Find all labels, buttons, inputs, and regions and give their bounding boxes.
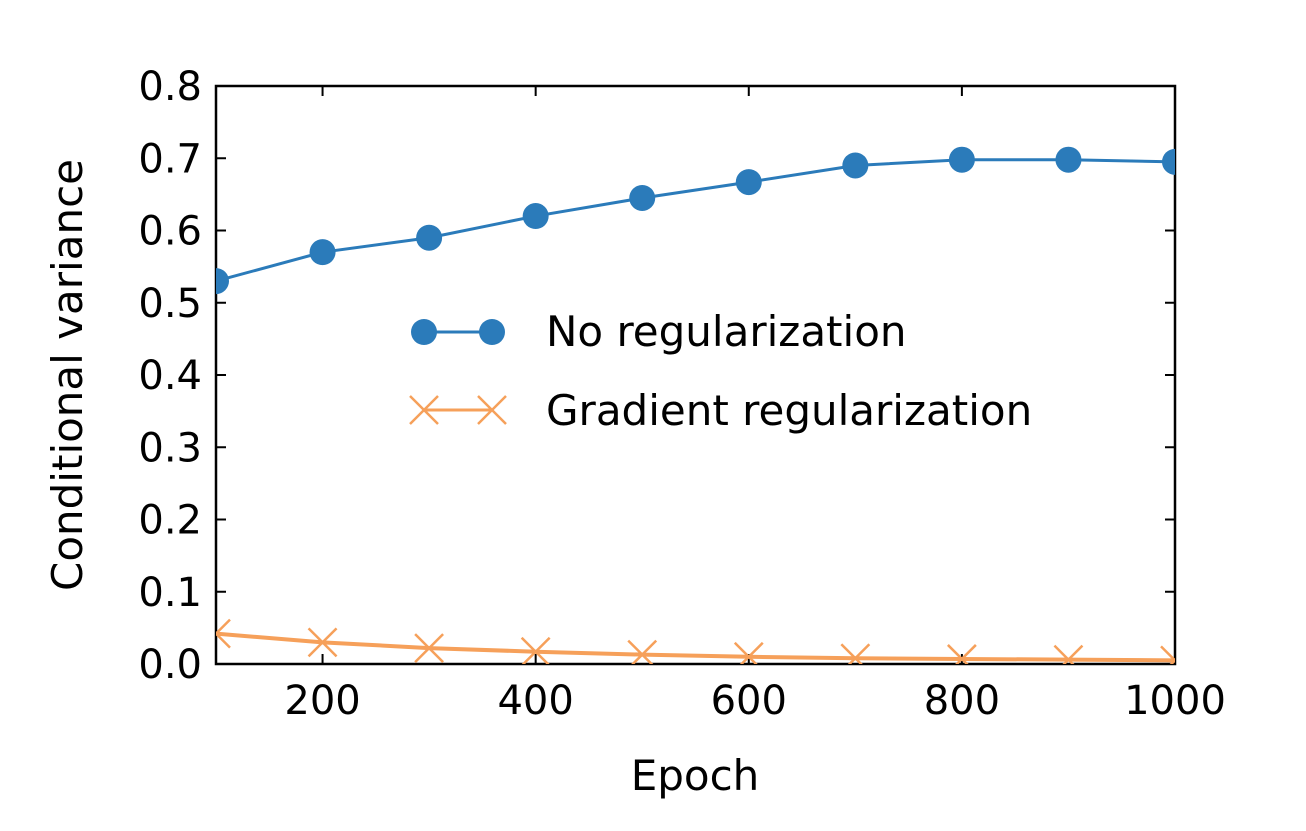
legend-label-no-regularization: No regularization <box>546 307 907 356</box>
plot-area <box>214 84 1177 666</box>
data-point <box>733 641 764 664</box>
legend-x-marker <box>409 395 439 425</box>
x-tick-label: 1000 <box>1124 678 1226 724</box>
data-point <box>1162 148 1175 175</box>
series-layer <box>216 146 1175 664</box>
legend-marker-no-regularization <box>411 319 437 345</box>
x-tick-label: 200 <box>284 678 360 724</box>
data-point <box>309 239 336 266</box>
legend-label-gradient-regularization: Gradient regularization <box>546 386 1032 435</box>
data-point <box>416 224 443 251</box>
y-axis-label: Conditional variance <box>43 159 92 591</box>
data-point <box>842 152 869 179</box>
data-point <box>627 639 658 664</box>
series-line <box>216 631 1175 663</box>
y-tick-label: 0.0 <box>138 642 202 688</box>
y-tick-label: 0.2 <box>138 498 202 544</box>
data-point <box>947 644 977 664</box>
legend-marker-no-regularization <box>479 319 505 345</box>
data-point <box>948 146 975 173</box>
x-axis-label: Epoch <box>631 751 760 800</box>
data-point <box>1055 146 1082 173</box>
y-tick-label: 0.3 <box>138 425 202 471</box>
series-line <box>216 158 1175 283</box>
data-point <box>1160 645 1175 664</box>
y-tick-label: 0.8 <box>138 64 202 110</box>
data-point <box>307 627 338 658</box>
y-tick-label: 0.1 <box>138 570 202 616</box>
legend-marker-gradient-regularization <box>409 395 439 425</box>
series-0 <box>216 146 1175 295</box>
axis-ticks: 0.0 0.1 0.2 0.3 0.4 0.5 0.6 0.7 0.8 200 400 600 800 1… <box>138 64 1226 724</box>
data-point <box>735 169 762 196</box>
legend: No regularization Gradient regularizatio… <box>409 307 1032 435</box>
y-tick-label: 0.6 <box>138 209 202 255</box>
y-tick-label: 0.5 <box>138 281 202 327</box>
data-point <box>629 184 656 211</box>
y-tick-label: 0.4 <box>138 353 202 399</box>
legend-x-marker <box>477 395 507 425</box>
data-point <box>1053 644 1084 664</box>
data-point <box>520 636 551 664</box>
x-tick-label: 600 <box>711 678 787 724</box>
legend-marker-gradient-regularization <box>477 395 507 425</box>
series-1 <box>216 618 1175 664</box>
data-point <box>216 618 231 649</box>
data-point <box>522 203 549 230</box>
x-tick-label: 800 <box>924 678 1000 724</box>
data-point <box>414 633 444 663</box>
x-tick-label: 400 <box>497 678 573 724</box>
data-point <box>216 268 229 295</box>
data-point <box>840 643 871 664</box>
y-tick-label: 0.7 <box>138 136 202 182</box>
